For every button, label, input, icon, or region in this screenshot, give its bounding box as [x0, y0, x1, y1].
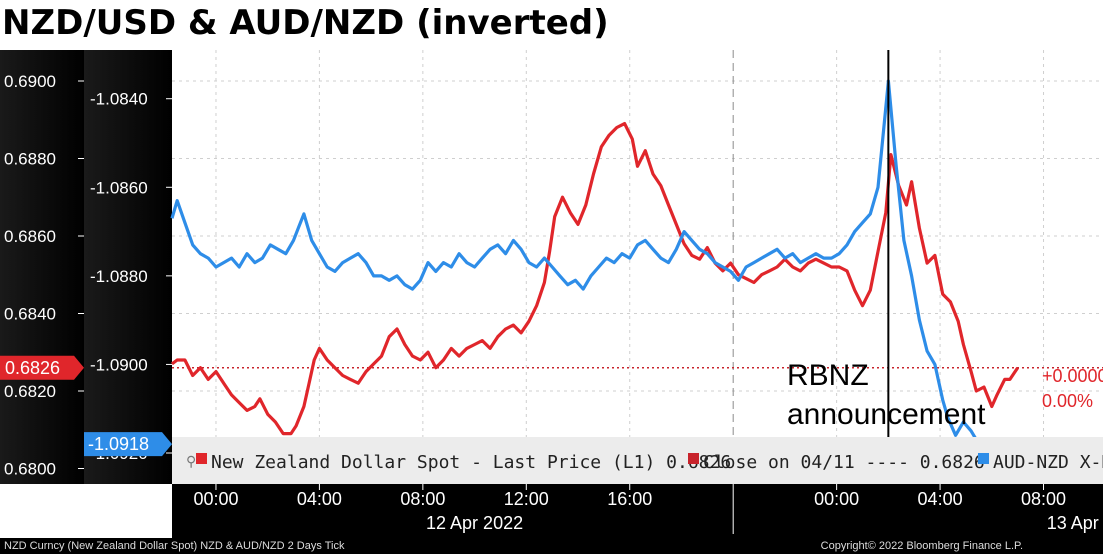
x-tick-label: 00:00: [193, 489, 238, 509]
chart-title: NZD/USD & AUD/NZD (inverted): [2, 3, 609, 43]
event-label-line2: announcement: [787, 398, 986, 431]
change-pct-label: 0.00%: [1042, 391, 1093, 411]
legend-entry: AUD-NZD X-RATE (R1) -1.0918: [993, 452, 1103, 473]
legend-swatch: [978, 453, 989, 464]
event-label-line1: RBNZ: [787, 359, 869, 392]
legend-swatch: [196, 453, 207, 464]
legend-entry: Close on 04/11 ---- 0.6826: [703, 452, 985, 473]
legend-pin-icon: ⚲: [186, 453, 196, 469]
x-tick-label: 00:00: [814, 489, 859, 509]
legend-strip: [172, 437, 1103, 484]
left-last-value-text: 0.6826: [5, 358, 60, 378]
y-right-tick-label: -1.0840: [90, 90, 148, 109]
y-left-tick-label: 0.6860: [4, 227, 56, 246]
y-left-tick-label: 0.6820: [4, 382, 56, 401]
aud-nzd-series-line: [170, 79, 981, 445]
x-tick-label: 16:00: [607, 489, 652, 509]
x-tick-label: 04:00: [297, 489, 342, 509]
right-last-value-text: -1.0918: [88, 434, 149, 454]
x-tick-label: 08:00: [400, 489, 445, 509]
left-axis-panel: [0, 50, 84, 484]
y-right-tick-label: -1.0900: [90, 355, 148, 374]
y-left-tick-label: 0.6900: [4, 72, 56, 91]
right-last-value-tag: [84, 432, 172, 457]
left-last-value-tag: [0, 355, 84, 380]
x-tick-label: 04:00: [918, 489, 963, 509]
date-label: 13 Apr 2022: [1047, 513, 1103, 533]
right-axis-panel: [84, 50, 172, 484]
footer-source: NZD Curncy (New Zealand Dollar Spot) NZD…: [4, 540, 345, 552]
x-tick-label: 12:00: [504, 489, 549, 509]
y-right-tick-label: -1.0860: [90, 178, 148, 197]
y-left-tick-label: 0.6840: [4, 305, 56, 324]
footer-bar: NZD Curncy (New Zealand Dollar Spot) NZD…: [0, 538, 1103, 554]
x-axis-band: [172, 484, 1103, 538]
y-right-tick-label: -1.0880: [90, 267, 148, 286]
y-left-tick-label: 0.6800: [4, 460, 56, 479]
legend-swatch: [688, 453, 699, 464]
x-tick-label: 08:00: [1021, 489, 1066, 509]
nzd-usd-series-line: [171, 122, 1020, 436]
legend-entry: New Zealand Dollar Spot - Last Price (L1…: [211, 452, 731, 473]
date-label: 12 Apr 2022: [426, 513, 523, 533]
change-abs-label: +0.0000: [1042, 366, 1103, 386]
y-left-tick-label: 0.6880: [4, 150, 56, 169]
footer-copyright: Copyright© 2022 Bloomberg Finance L.P.: [820, 540, 1023, 552]
